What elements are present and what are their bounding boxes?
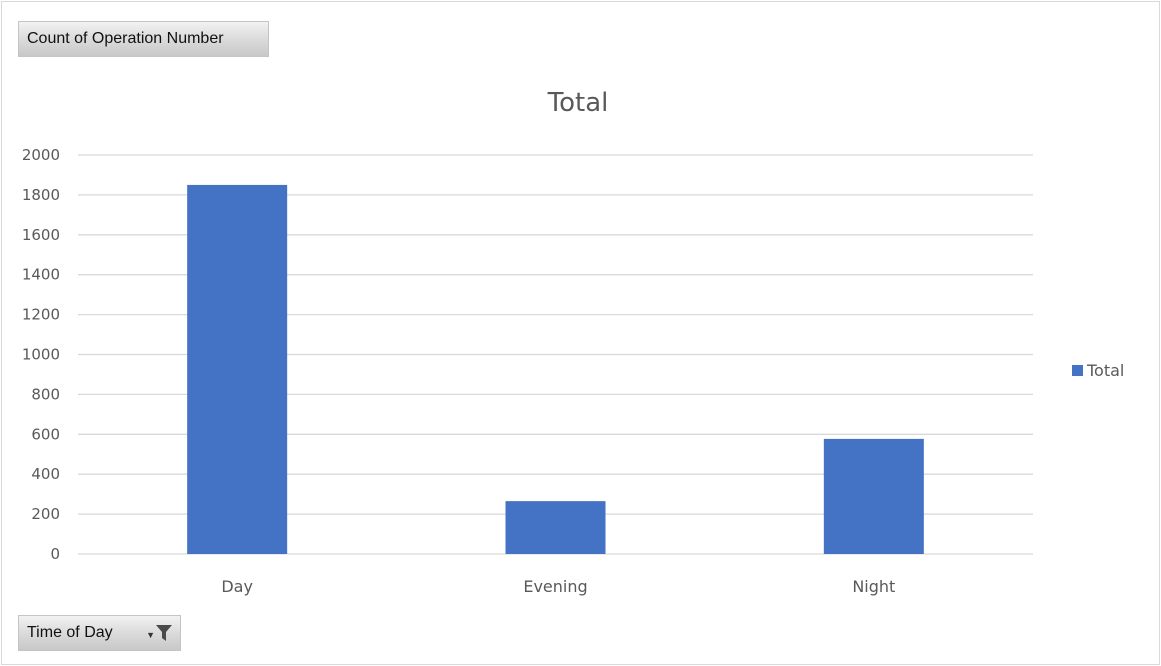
legend[interactable]: Total	[1072, 361, 1124, 380]
axis-field-button[interactable]: Time of Day ▼	[18, 615, 181, 651]
values-field-button[interactable]: Count of Operation Number	[18, 21, 269, 57]
x-axis: Day Evening Night	[221, 577, 895, 596]
chevron-down-icon: ▼	[146, 630, 155, 640]
x-tick-label: Evening	[523, 577, 587, 596]
y-tick-label: 1000	[22, 346, 60, 364]
bar-day[interactable]	[187, 184, 288, 555]
y-tick-label: 600	[31, 425, 60, 443]
legend-swatch	[1072, 365, 1083, 376]
x-tick-label: Night	[852, 577, 895, 596]
bar-night[interactable]	[823, 438, 924, 554]
y-tick-label: 800	[31, 385, 60, 403]
y-tick-label: 1600	[22, 226, 60, 244]
y-axis: 0 200 400 600 800 1000 1200 1400 1600 1800 2000	[22, 146, 60, 563]
bar-evening[interactable]	[505, 501, 606, 554]
plot-area[interactable]	[187, 184, 924, 555]
funnel-icon	[156, 624, 172, 642]
values-field-label: Count of Operation Number	[27, 30, 224, 47]
y-tick-label: 400	[31, 465, 60, 483]
y-tick-label: 1200	[22, 306, 60, 324]
legend-entry[interactable]: Total	[1086, 361, 1124, 380]
y-tick-label: 200	[31, 505, 60, 523]
x-tick-label: Day	[221, 577, 253, 596]
chart-title[interactable]: Total	[547, 88, 609, 118]
y-tick-label: 2000	[22, 146, 60, 164]
axis-field-label: Time of Day	[27, 624, 113, 641]
y-tick-label: 0	[50, 545, 60, 563]
y-tick-label: 1800	[22, 186, 60, 204]
y-tick-label: 1400	[22, 266, 60, 284]
